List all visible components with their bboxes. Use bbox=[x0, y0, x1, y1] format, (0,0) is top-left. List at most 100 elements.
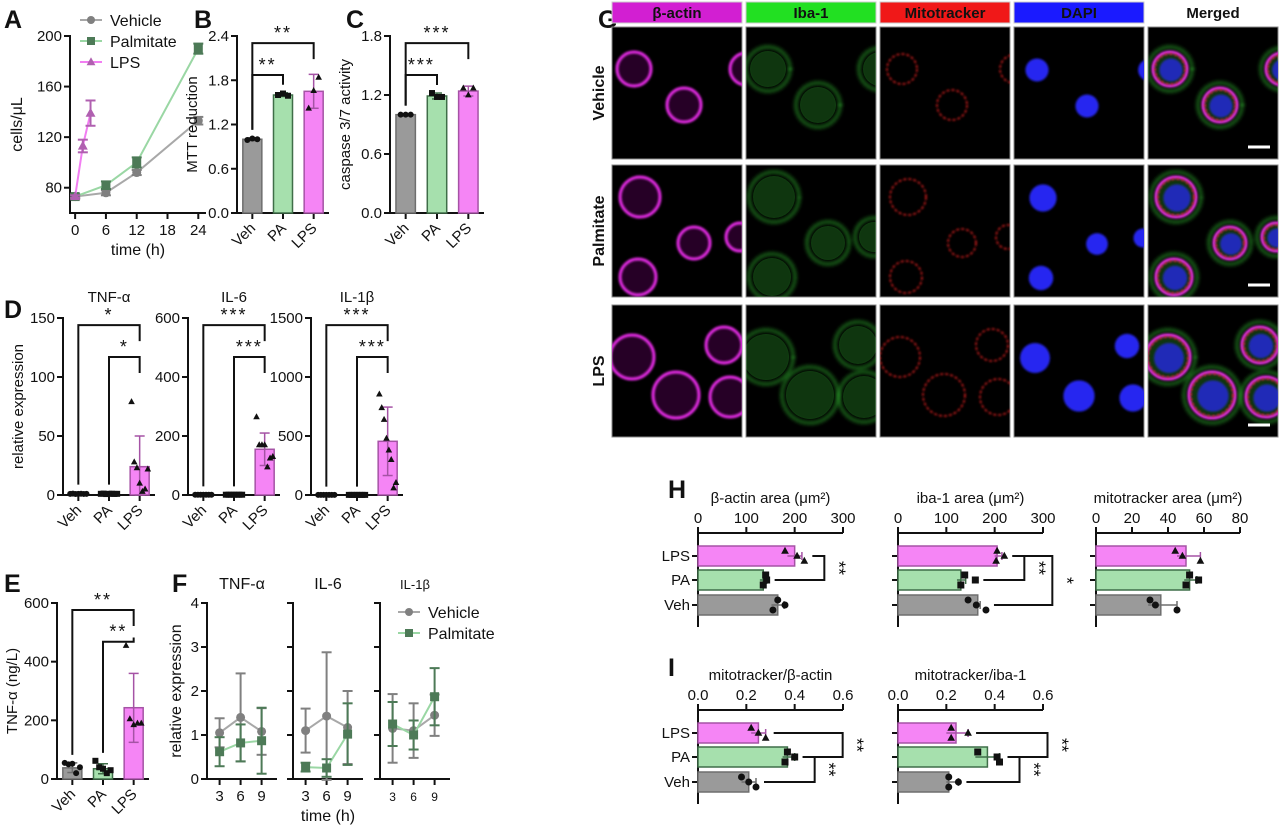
dapi-nucleus bbox=[1162, 265, 1188, 291]
significance-label: *** bbox=[359, 337, 386, 357]
dapi-nucleus bbox=[1138, 60, 1144, 80]
micrograph-vehicle-0 bbox=[611, 26, 743, 160]
micrograph-lps-2 bbox=[879, 304, 1011, 438]
mitotracker-signal bbox=[1204, 89, 1236, 121]
data-point bbox=[945, 783, 953, 791]
data-point bbox=[239, 491, 246, 498]
data-point bbox=[83, 490, 90, 497]
bar-PA bbox=[697, 746, 789, 768]
data-point bbox=[407, 111, 414, 118]
channel-header-label: DAPI bbox=[1061, 5, 1097, 22]
y-tick-label: 0 bbox=[172, 487, 180, 504]
micrograph-bg bbox=[879, 304, 1011, 438]
significance-bracket: ** bbox=[773, 732, 867, 758]
significance-label: ** bbox=[819, 762, 839, 776]
data-point bbox=[972, 601, 980, 609]
x-tick-label: 3 bbox=[301, 788, 309, 805]
y-tick-label: 0 bbox=[295, 487, 303, 504]
mitotracker-signal bbox=[1157, 178, 1195, 216]
x-tick-label: 0.0 bbox=[888, 687, 909, 704]
data-point bbox=[761, 733, 770, 741]
data-point bbox=[1178, 551, 1187, 559]
significance-label: ** bbox=[274, 23, 292, 43]
x-tick-label: 200 bbox=[782, 510, 807, 527]
legend-label: Palmitate bbox=[110, 34, 177, 51]
legend-marker bbox=[405, 608, 413, 616]
data-point bbox=[73, 770, 80, 777]
iba1-signal bbox=[1196, 81, 1244, 129]
data-point bbox=[85, 107, 96, 117]
bracket-line bbox=[993, 555, 1054, 606]
x-tick-label: 9 bbox=[257, 788, 265, 805]
micrograph-bg bbox=[745, 304, 877, 438]
chart-title: TNF-α bbox=[88, 289, 131, 306]
dapi-nucleus bbox=[1248, 333, 1274, 359]
mitotracker-signal bbox=[1263, 224, 1278, 250]
legend-marker bbox=[405, 629, 413, 637]
micrograph-lps-4 bbox=[1147, 304, 1279, 438]
data-point bbox=[70, 191, 81, 201]
chart-panel-A-0: 0 6 12 18 24 80 120 160 200 cells/μL time (h) Vehic… bbox=[9, 13, 207, 259]
iba1-signal bbox=[843, 376, 876, 418]
category-label: PA bbox=[215, 502, 240, 527]
micrograph-palmitate-0 bbox=[611, 164, 743, 298]
series-line bbox=[74, 48, 200, 198]
y-tick-label: 0.0 bbox=[208, 205, 229, 222]
y-tick-label: 0 bbox=[47, 487, 55, 504]
iba1-signal bbox=[746, 45, 792, 93]
category-label: LPS bbox=[239, 502, 271, 534]
micrograph-palmitate-2 bbox=[879, 164, 1011, 298]
data-point bbox=[133, 464, 141, 471]
channel-header-label: Iba-1 bbox=[793, 5, 828, 22]
legend-marker bbox=[87, 16, 95, 24]
category-label: PA bbox=[90, 502, 115, 527]
data-point bbox=[964, 728, 972, 736]
category-label: Veh bbox=[180, 502, 210, 532]
category-label: PA bbox=[84, 786, 109, 811]
cells bbox=[1148, 45, 1278, 129]
micrograph-bg bbox=[745, 26, 877, 160]
micrograph-vehicle-2 bbox=[879, 26, 1011, 160]
data-point bbox=[301, 762, 311, 772]
cells bbox=[1025, 58, 1144, 118]
data-point bbox=[762, 571, 770, 579]
channel-header-bg bbox=[611, 1, 743, 24]
category-label: LPS bbox=[662, 725, 690, 742]
mitotracker-signal bbox=[936, 89, 968, 121]
x-tick-label: 0.4 bbox=[984, 687, 1005, 704]
data-point bbox=[126, 715, 134, 722]
y-axis-label: caspase 3/7 activity bbox=[337, 59, 354, 190]
bracket-line bbox=[774, 555, 826, 581]
chart-panel-F-8: 3 6 9 time (h) IL-6 bbox=[287, 576, 363, 825]
y-tick-label: 1500 bbox=[270, 310, 303, 327]
bracket-line bbox=[356, 355, 389, 487]
legend-marker bbox=[86, 57, 96, 66]
chart-title: IL-1β bbox=[400, 577, 430, 592]
data-point bbox=[285, 92, 291, 99]
data-point bbox=[96, 764, 103, 771]
significance-bracket: * bbox=[993, 555, 1076, 606]
data-point bbox=[402, 111, 409, 118]
data-point bbox=[470, 84, 477, 91]
panel-letter-A: A bbox=[4, 6, 22, 34]
y-tick-label: 0 bbox=[191, 771, 199, 788]
category-label: LPS bbox=[443, 220, 475, 252]
category-label: Veh bbox=[303, 502, 333, 532]
category-label: LPS bbox=[114, 502, 146, 534]
data-point bbox=[385, 446, 393, 453]
x-tick-label: 6 bbox=[322, 788, 330, 805]
legend-marker bbox=[87, 37, 95, 45]
beta-actin-signal bbox=[728, 51, 742, 87]
cells bbox=[880, 328, 1010, 417]
data-point bbox=[738, 773, 745, 781]
beta-actin-signal bbox=[612, 333, 656, 381]
iba1-signal bbox=[1239, 370, 1278, 424]
dapi-nucleus bbox=[1119, 384, 1144, 412]
data-point bbox=[101, 180, 111, 190]
data-point bbox=[1182, 581, 1190, 589]
data-point bbox=[236, 712, 246, 722]
iba1-signal bbox=[811, 226, 845, 260]
